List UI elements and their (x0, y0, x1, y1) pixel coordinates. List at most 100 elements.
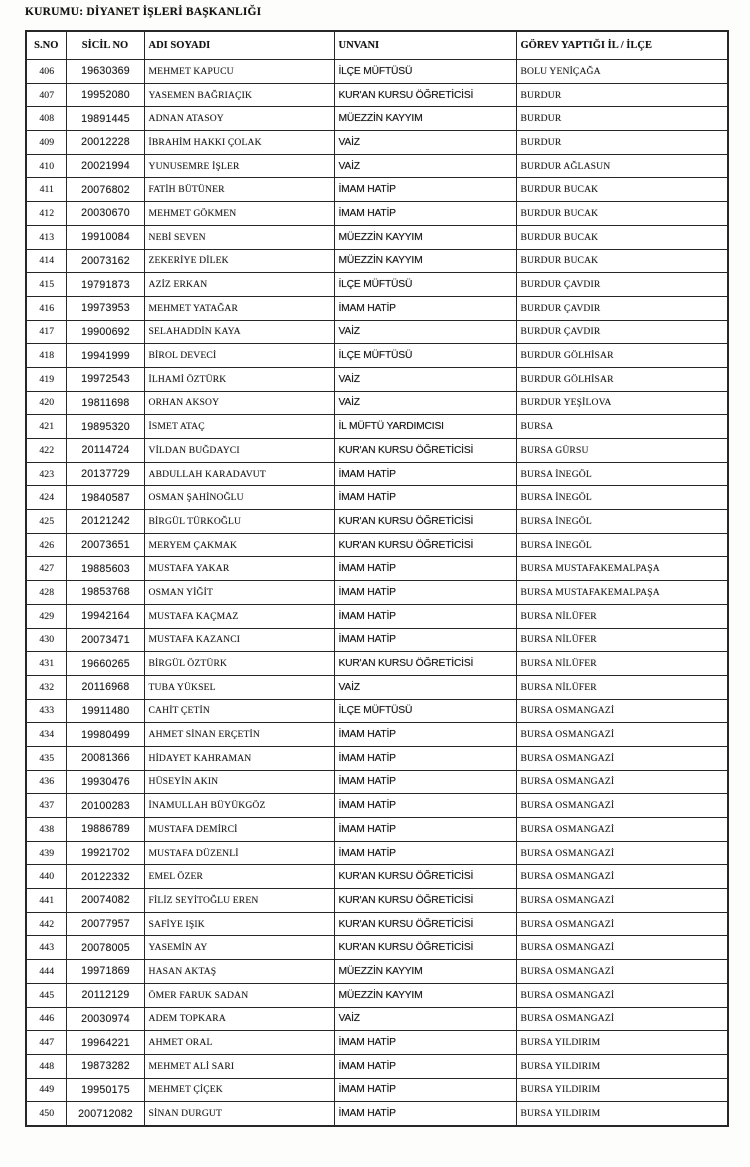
cell-gorev-yaptigi-il-ilce: BURDUR (515, 130, 729, 155)
cell-gorev-yaptigi-il-ilce: BURSA OSMANGAZİ (515, 959, 729, 984)
cell-sno: 409 (25, 130, 67, 155)
cell-sicil-no: 20077957 (65, 911, 145, 937)
cell-adi-soyadi: AHMET ORAL (143, 1030, 335, 1055)
cell-sicil-no: 20074082 (65, 888, 145, 913)
cell-sicil-no: 20073651 (65, 532, 145, 558)
cell-adi-soyadi: FİLİZ SEYİTOĞLU EREN (143, 888, 335, 913)
column-header-adi-soyadi: ADI SOYADI (143, 30, 335, 60)
cell-gorev-yaptigi-il-ilce: BURSA OSMANGAZİ (515, 911, 729, 937)
cell-sicil-no: 19950175 (65, 1077, 145, 1103)
table-row: 436 19930476 HÜSEYİN AKIN İMAM HATİP BURSA O… (25, 769, 729, 795)
cell-sicil-no: 20122332 (65, 864, 145, 890)
cell-sicil-no: 20121242 (65, 509, 145, 534)
cell-adi-soyadi: CAHİT ÇETİN (143, 698, 335, 724)
cell-sicil-no: 19921702 (65, 840, 145, 866)
cell-sicil-no: 20073471 (65, 627, 145, 653)
cell-sicil-no: 20030974 (65, 1006, 145, 1032)
cell-unvani: MÜEZZİN KAYYIM (333, 224, 517, 250)
cell-sno: 431 (25, 651, 67, 676)
cell-sno: 434 (25, 722, 67, 747)
cell-adi-soyadi: AHMET SİNAN ERÇETİN (143, 722, 335, 747)
cell-adi-soyadi: BİRGÜL TÜRKOĞLU (143, 509, 335, 534)
table-row: 444 19971869 HASAN AKTAŞ MÜEZZİN KAYYIM BURS… (25, 959, 729, 984)
cell-sno: 429 (25, 603, 67, 629)
table-row: 419 19972543 İLHAMİ ÖZTÜRK VAİZ BURDUR GÖLHİ… (25, 366, 729, 392)
cell-unvani: KUR'AN KURSU ÖĞRETİCİSİ (333, 651, 517, 676)
cell-sicil-no: 19941999 (65, 343, 145, 368)
cell-gorev-yaptigi-il-ilce: BURDUR (515, 82, 729, 108)
cell-adi-soyadi: ABDULLAH KARADAVUT (143, 461, 335, 487)
cell-unvani: İLÇE MÜFTÜSÜ (333, 343, 517, 368)
cell-gorev-yaptigi-il-ilce: BURDUR YEŞİLOVA (515, 390, 729, 416)
cell-sicil-no: 19900692 (65, 319, 145, 345)
table-row: 443 20078005 YASEMİN AY KUR'AN KURSU ÖĞRETİ… (25, 935, 729, 961)
cell-gorev-yaptigi-il-ilce: BURSA OSMANGAZİ (515, 982, 729, 1008)
table-row: 418 19941999 BİROL DEVECİ İLÇE MÜFTÜSÜ BURDU… (25, 343, 729, 368)
table-header-row: S.NO SİCİL NO ADI SOYADI UNVANI GÖREV YA… (25, 30, 729, 60)
cell-sno: 433 (25, 698, 67, 724)
cell-gorev-yaptigi-il-ilce: BURSA NİLÜFER (515, 651, 729, 676)
cell-adi-soyadi: MEHMET ÇİÇEK (143, 1077, 335, 1103)
cell-gorev-yaptigi-il-ilce: BURSA İNEGÖL (515, 509, 729, 534)
cell-gorev-yaptigi-il-ilce: BURSA YILDIRIM (515, 1030, 729, 1055)
table-row: 420 19811698 ORHAN AKSOY VAİZ BURDUR YEŞİLOV… (25, 390, 729, 416)
cell-adi-soyadi: MEHMET ALİ SARI (143, 1053, 335, 1079)
cell-unvani: İMAM HATİP (333, 485, 517, 511)
cell-sicil-no: 20116968 (65, 674, 145, 700)
cell-sno: 415 (25, 272, 67, 297)
cell-adi-soyadi: İSMET ATAÇ (143, 414, 335, 439)
cell-adi-soyadi: BİRGÜL ÖZTÜRK (143, 651, 335, 676)
cell-adi-soyadi: HİDAYET KAHRAMAN (143, 745, 335, 771)
cell-sno: 444 (25, 959, 67, 984)
table-row: 431 19660265 BİRGÜL ÖZTÜRK KUR'AN KURSU ÖĞR… (25, 651, 729, 676)
table-row: 432 20116968 TUBA YÜKSEL VAİZ BURSA NİLÜFER (25, 674, 729, 700)
cell-gorev-yaptigi-il-ilce: BURDUR GÖLHİSAR (515, 343, 729, 368)
cell-unvani: KUR'AN KURSU ÖĞRETİCİSİ (333, 82, 517, 108)
cell-unvani: İMAM HATİP (333, 627, 517, 653)
table-row: 427 19885603 MUSTAFA YAKAR İMAM HATİP BURSA … (25, 556, 729, 582)
cell-sicil-no: 20112129 (65, 982, 145, 1008)
cell-sno: 435 (25, 745, 67, 771)
cell-gorev-yaptigi-il-ilce: BURDUR BUCAK (515, 248, 729, 274)
cell-unvani: İL MÜFTÜ YARDIMCISI (333, 414, 517, 439)
cell-unvani: VAİZ (333, 153, 517, 179)
table-row: 446 20030974 ADEM TOPKARA VAİZ BURSA OSMANGA… (25, 1006, 729, 1032)
cell-unvani: KUR'AN KURSU ÖĞRETİCİSİ (333, 888, 517, 913)
cell-sno: 449 (25, 1077, 67, 1103)
cell-sicil-no: 19942164 (65, 603, 145, 629)
cell-sicil-no: 200712082 (65, 1101, 145, 1127)
cell-unvani: İMAM HATİP (333, 295, 517, 321)
cell-unvani: VAİZ (333, 366, 517, 392)
cell-adi-soyadi: İNAMULLAH BÜYÜKGÖZ (143, 793, 335, 818)
cell-adi-soyadi: MEHMET KAPUCU (143, 59, 335, 84)
cell-adi-soyadi: ORHAN AKSOY (143, 390, 335, 416)
table-row: 434 19980499 AHMET SİNAN ERÇETİN İMAM HATİP… (25, 722, 729, 747)
cell-sno: 432 (25, 674, 67, 700)
cell-adi-soyadi: VİLDAN BUĞDAYCI (143, 438, 335, 463)
cell-sicil-no: 20100283 (65, 793, 145, 818)
table-row: 445 20112129 ÖMER FARUK SADAN MÜEZZİN KAYYI… (25, 982, 729, 1008)
cell-unvani: KUR'AN KURSU ÖĞRETİCİSİ (333, 438, 517, 463)
cell-sno: 446 (25, 1006, 67, 1032)
cell-sicil-no: 20078005 (65, 935, 145, 961)
cell-sno: 406 (25, 59, 67, 84)
cell-gorev-yaptigi-il-ilce: BURSA MUSTAFAKEMALPAŞA (515, 556, 729, 582)
cell-gorev-yaptigi-il-ilce: BURDUR BUCAK (515, 224, 729, 250)
table-row: 414 20073162 ZEKERİYE DİLEK MÜEZZİN KAYYIM B… (25, 248, 729, 274)
cell-unvani: MÜEZZİN KAYYIM (333, 248, 517, 274)
cell-sno: 412 (25, 201, 67, 226)
cell-adi-soyadi: SELAHADDİN KAYA (143, 319, 335, 345)
cell-sno: 443 (25, 935, 67, 961)
table-row: 417 19900692 SELAHADDİN KAYA VAİZ BURDUR ÇAV… (25, 319, 729, 345)
cell-sicil-no: 19630369 (65, 59, 145, 84)
table-row: 426 20073651 MERYEM ÇAKMAK KUR'AN KURSU ÖĞR… (25, 532, 729, 558)
cell-adi-soyadi: ADEM TOPKARA (143, 1006, 335, 1032)
cell-sno: 441 (25, 888, 67, 913)
cell-unvani: İMAM HATİP (333, 603, 517, 629)
cell-sno: 423 (25, 461, 67, 487)
cell-sicil-no: 19911480 (65, 698, 145, 724)
cell-gorev-yaptigi-il-ilce: BURSA NİLÜFER (515, 674, 729, 700)
cell-sno: 424 (25, 485, 67, 511)
cell-gorev-yaptigi-il-ilce: BURSA YILDIRIM (515, 1101, 729, 1127)
cell-sicil-no: 19853768 (65, 580, 145, 605)
